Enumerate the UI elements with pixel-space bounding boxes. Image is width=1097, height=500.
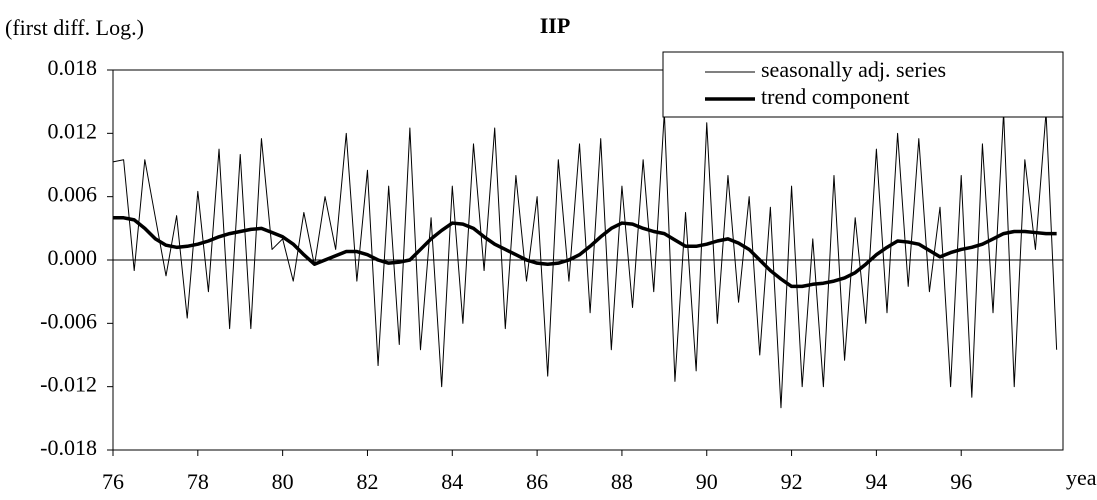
legend-box bbox=[662, 51, 1064, 118]
x-tick-label: 80 bbox=[272, 469, 294, 494]
y-tick-label: 0.000 bbox=[48, 245, 98, 270]
x-tick-label: 96 bbox=[950, 469, 972, 494]
y-tick-label: -0.018 bbox=[40, 435, 97, 460]
x-tick-label: 94 bbox=[865, 469, 887, 494]
y-tick-label: 0.006 bbox=[48, 182, 98, 207]
x-tick-label: 82 bbox=[356, 469, 378, 494]
chart-title: IIP bbox=[540, 13, 571, 38]
series-line bbox=[113, 216, 1057, 289]
y-tick-label: 0.012 bbox=[48, 118, 98, 143]
y-tick-label: -0.012 bbox=[40, 372, 97, 397]
x-tick-label: 88 bbox=[611, 469, 633, 494]
y-tick-label: 0.018 bbox=[48, 55, 98, 80]
y-axis-label: (first diff. Log.) bbox=[5, 15, 144, 40]
x-tick-label: 76 bbox=[102, 469, 124, 494]
y-tick-label: -0.006 bbox=[40, 308, 97, 333]
x-tick-label: 92 bbox=[781, 469, 803, 494]
x-tick-label: 78 bbox=[187, 469, 209, 494]
x-axis-label: year bbox=[1066, 465, 1097, 490]
legend-label: seasonally adj. series bbox=[761, 57, 946, 82]
x-tick-label: 84 bbox=[441, 469, 463, 494]
x-tick-label: 86 bbox=[526, 469, 548, 494]
legend-label: trend component bbox=[761, 84, 909, 109]
x-tick-label: 90 bbox=[696, 469, 718, 494]
